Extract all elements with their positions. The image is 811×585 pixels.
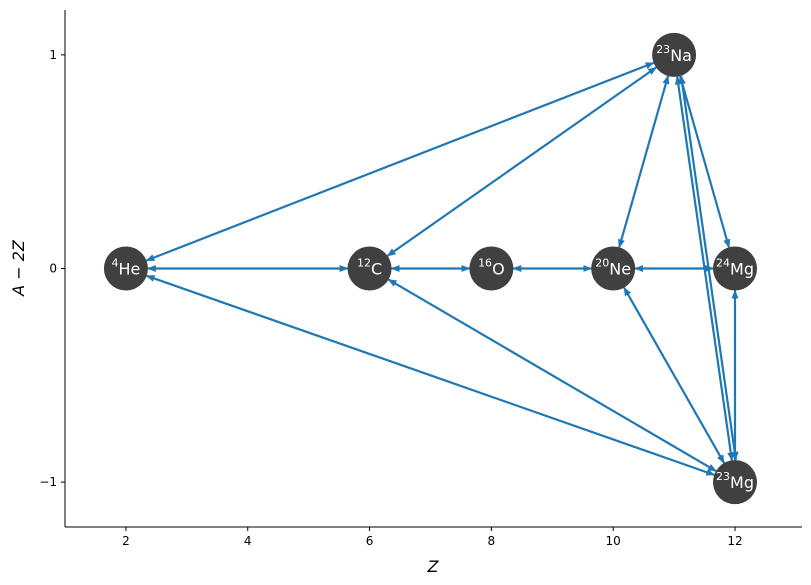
element-symbol: Mg [730,259,754,278]
edge [618,75,670,249]
mass-number: 4 [111,256,118,269]
element-symbol: Na [670,45,692,64]
node [347,246,392,291]
edge [387,278,717,472]
y-tick-label: 1 [49,48,57,62]
node-label: 23Na [656,42,692,64]
mass-number: 12 [357,256,371,269]
element-symbol: Ne [609,259,631,278]
node-label: 4He [111,256,140,278]
x-tick-label: 10 [606,534,621,548]
node-label: 20Ne [595,256,631,278]
node [713,460,757,505]
x-tick-label: 2 [122,534,130,548]
edge [678,75,739,461]
edge [145,274,716,476]
edge [623,286,726,464]
node [103,246,148,291]
node [652,32,697,77]
element-symbol: He [118,259,140,278]
edge [145,61,655,262]
mass-number: 23 [656,42,670,55]
edge [678,75,731,249]
mass-number: 20 [595,256,609,269]
x-tick-label: 6 [366,534,374,548]
mass-number: 23 [716,470,730,483]
mass-number: 24 [716,256,730,269]
mass-number: 16 [478,256,492,269]
element-symbol: Mg [730,473,754,492]
x-tick-label: 4 [244,534,252,548]
node [469,246,514,291]
y-tick-label: −1 [39,475,57,489]
node-label: 12C [357,256,382,278]
node-label: 16O [478,256,505,278]
x-tick-label: 8 [488,534,496,548]
node [713,246,757,291]
x-tick-label: 12 [727,534,742,548]
x-axis-title: Z [427,557,440,576]
element-symbol: C [371,259,382,278]
edge [386,66,657,257]
y-tick-label: 0 [49,262,57,276]
element-symbol: O [492,259,505,278]
node [591,246,636,291]
y-axis-title: A − 2Z [9,239,28,297]
node-label: 23Mg [716,470,754,492]
node-label: 24Mg [716,256,754,278]
